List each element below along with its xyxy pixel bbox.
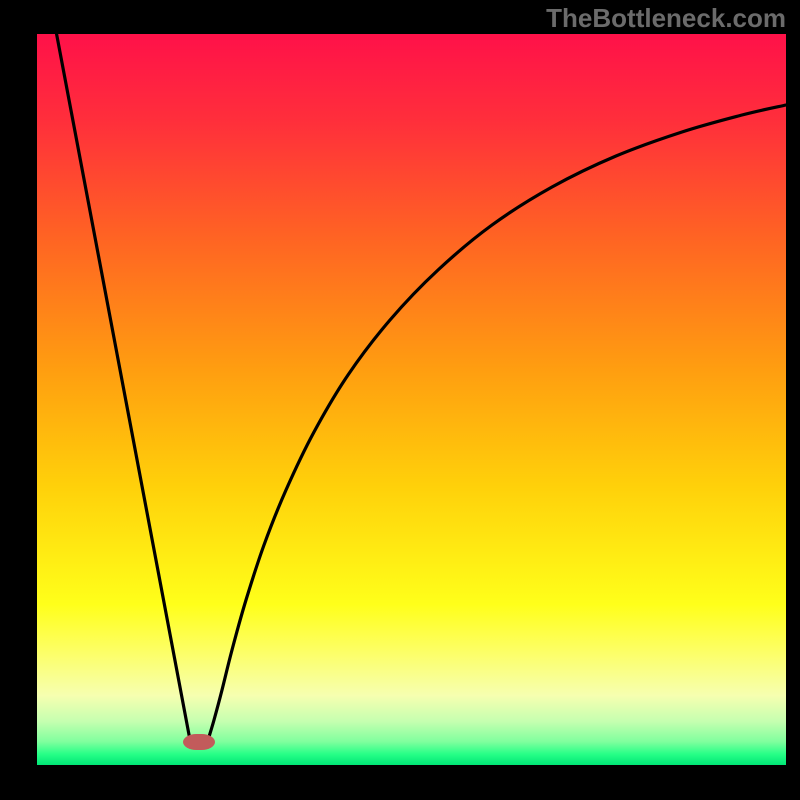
- chart-svg-layer: [0, 0, 800, 800]
- optimum-marker: [183, 734, 215, 750]
- watermark-text: TheBottleneck.com: [546, 3, 786, 34]
- bottleneck-curve: [56, 31, 786, 740]
